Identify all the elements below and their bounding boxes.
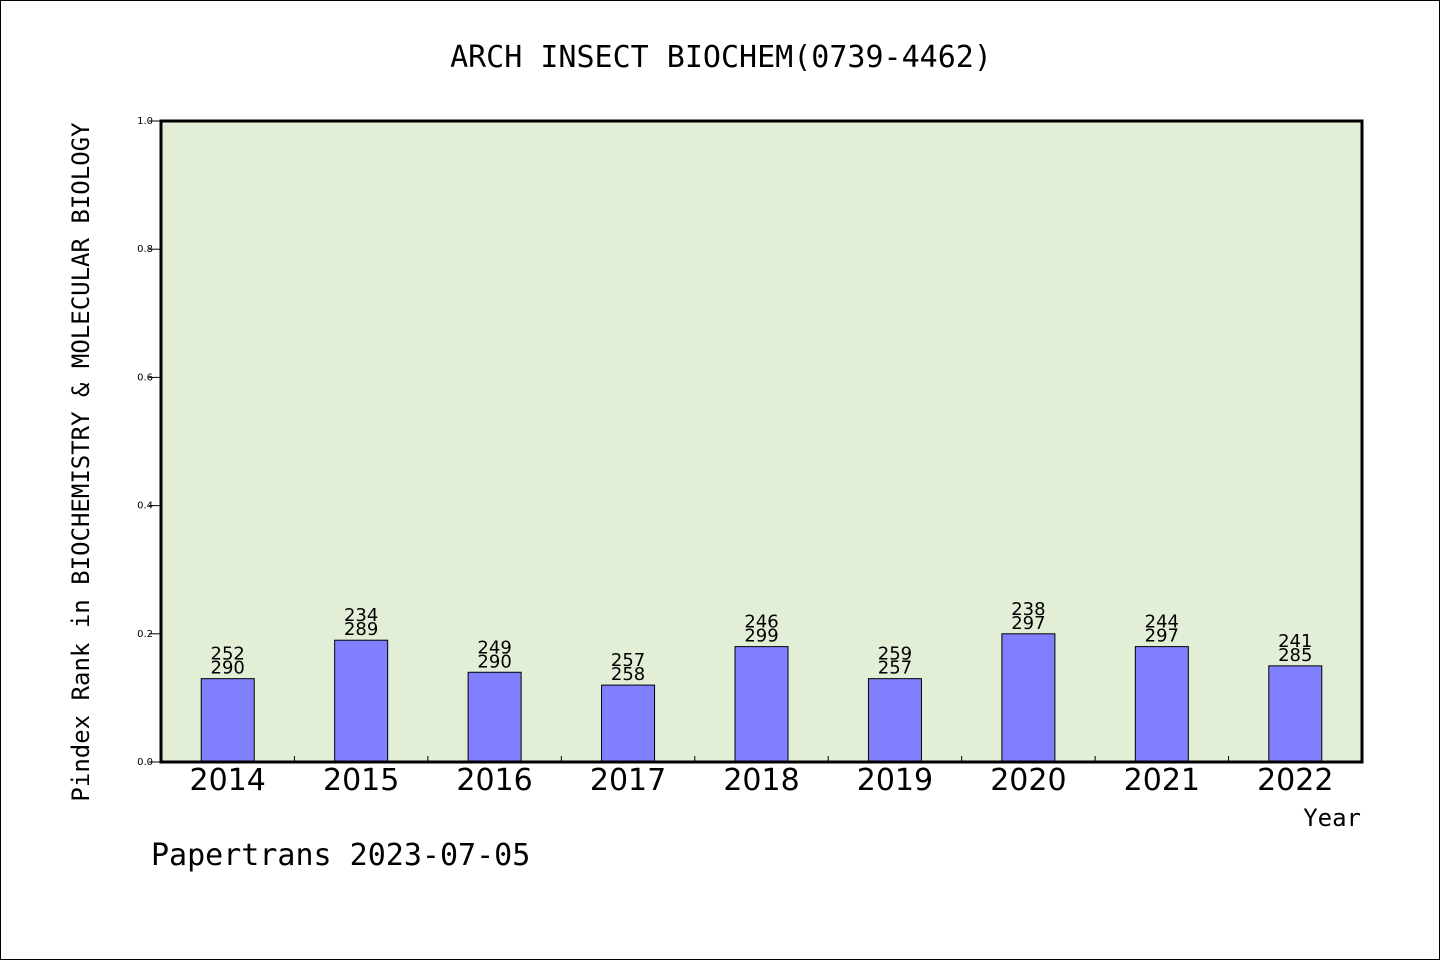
plot-frame (159, 119, 1364, 764)
y-tick-label: 0.4 (137, 501, 153, 512)
bar (334, 639, 389, 763)
bar-label-top: 257 (611, 650, 645, 671)
bar-label-top: 234 (344, 605, 378, 626)
bar-label-bottom: 290 (211, 658, 245, 679)
x-tick-label: 2020 (990, 763, 1066, 798)
x-axis-label: Year (1303, 804, 1361, 832)
bar (1268, 665, 1323, 763)
bar (867, 678, 922, 763)
bar-label-top: 259 (878, 644, 912, 665)
y-tick-label: 0.6 (137, 372, 153, 383)
chart-title: ARCH INSECT BIOCHEM(0739-4462) (450, 40, 992, 75)
bar-label-top: 238 (1011, 599, 1045, 620)
x-tick-label: 2015 (323, 763, 399, 798)
bar-label-bottom: 289 (344, 619, 378, 640)
bar-label-bottom: 285 (1278, 645, 1312, 666)
bar-label-top: 246 (744, 612, 778, 633)
x-tick-label: 2017 (590, 763, 666, 798)
bar (1001, 633, 1056, 763)
footer-text: Papertrans 2023-07-05 (151, 838, 530, 873)
y-tick-label: 0.0 (137, 757, 153, 768)
bar-label-bottom: 257 (878, 658, 912, 679)
y-tick-label: 0.8 (137, 244, 153, 255)
bar-label-top: 241 (1278, 631, 1312, 652)
y-axis-label: Pindex Rank in BIOCHEMISTRY & MOLECULAR … (67, 122, 95, 802)
bar (467, 671, 522, 763)
bar-label-bottom: 297 (1145, 626, 1179, 647)
bar (1134, 646, 1189, 763)
y-tick-label: 0.2 (137, 629, 153, 640)
x-tick-label: 2014 (190, 763, 266, 798)
bar (734, 646, 789, 763)
bar (200, 678, 255, 763)
y-tick-label: 1.0 (137, 116, 153, 127)
bar-label-bottom: 299 (744, 626, 778, 647)
bar-label-bottom: 290 (477, 651, 511, 672)
bar-label-bottom: 297 (1011, 613, 1045, 634)
x-tick-label: 2016 (456, 763, 532, 798)
bar-label-top: 244 (1145, 612, 1179, 633)
x-tick-label: 2018 (723, 763, 799, 798)
x-tick-label: 2019 (857, 763, 933, 798)
x-tick-label: 2021 (1124, 763, 1200, 798)
x-tick-label: 2022 (1257, 763, 1333, 798)
bar-label-top: 252 (211, 644, 245, 665)
bar (601, 684, 656, 763)
plot-area: 0.00.20.40.60.81.02522902014234289201524… (137, 116, 1364, 798)
bar-label-top: 249 (477, 637, 511, 658)
bar-label-bottom: 258 (611, 664, 645, 685)
